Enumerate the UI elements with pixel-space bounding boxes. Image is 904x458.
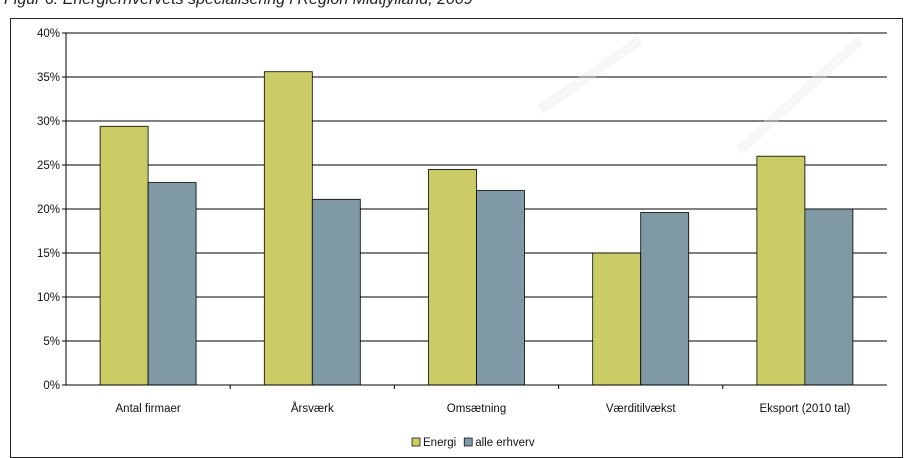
y-tick-label: 25% [37, 160, 60, 172]
y-tick-label: 40% [37, 28, 60, 40]
bar-alle-erhverv [804, 208, 854, 386]
y-tick-label: 20% [37, 204, 60, 216]
bar-energi [428, 168, 477, 386]
bar-energi [263, 71, 313, 386]
bar-alle-erhverv [311, 198, 361, 386]
x-tick-label: Eksport (2010 tal) [760, 403, 851, 415]
y-tick-label: 35% [37, 72, 60, 84]
legend-swatch [463, 437, 473, 447]
axes: 0% 5% 10% 15% 20% 25% 30% 35% 40% Antal firmaer År… [37, 28, 887, 415]
bar-energi [756, 155, 806, 386]
bar-energi [99, 125, 149, 386]
x-tick-label: Årsværk [291, 402, 334, 415]
x-tick-label: Omsætning [447, 403, 506, 415]
legend-label: alle erhverv [475, 437, 535, 449]
x-tick-label: Værditilvækst [606, 403, 676, 415]
y-tick-label: 10% [37, 292, 60, 304]
bar-alle-erhverv [147, 182, 197, 386]
legend: Energi alle erhverv [411, 437, 535, 449]
y-tick-label: 15% [37, 248, 60, 260]
y-tick-label: 5% [43, 336, 60, 348]
bars [99, 71, 854, 386]
y-tick-label: 0% [43, 380, 60, 392]
watermark-stroke [537, 35, 864, 154]
figure-caption: Figur 6: Energierhvervets specialisering… [4, 0, 904, 9]
bar-alle-erhverv [476, 190, 525, 386]
bar-energi [592, 252, 642, 386]
watermark [537, 35, 864, 154]
legend-swatch [411, 437, 421, 447]
x-tick-label: Antal firmaer [116, 403, 181, 415]
bar-alle-erhverv [640, 212, 690, 386]
y-tick-label: 30% [37, 116, 60, 128]
legend-label: Energi [423, 437, 456, 449]
